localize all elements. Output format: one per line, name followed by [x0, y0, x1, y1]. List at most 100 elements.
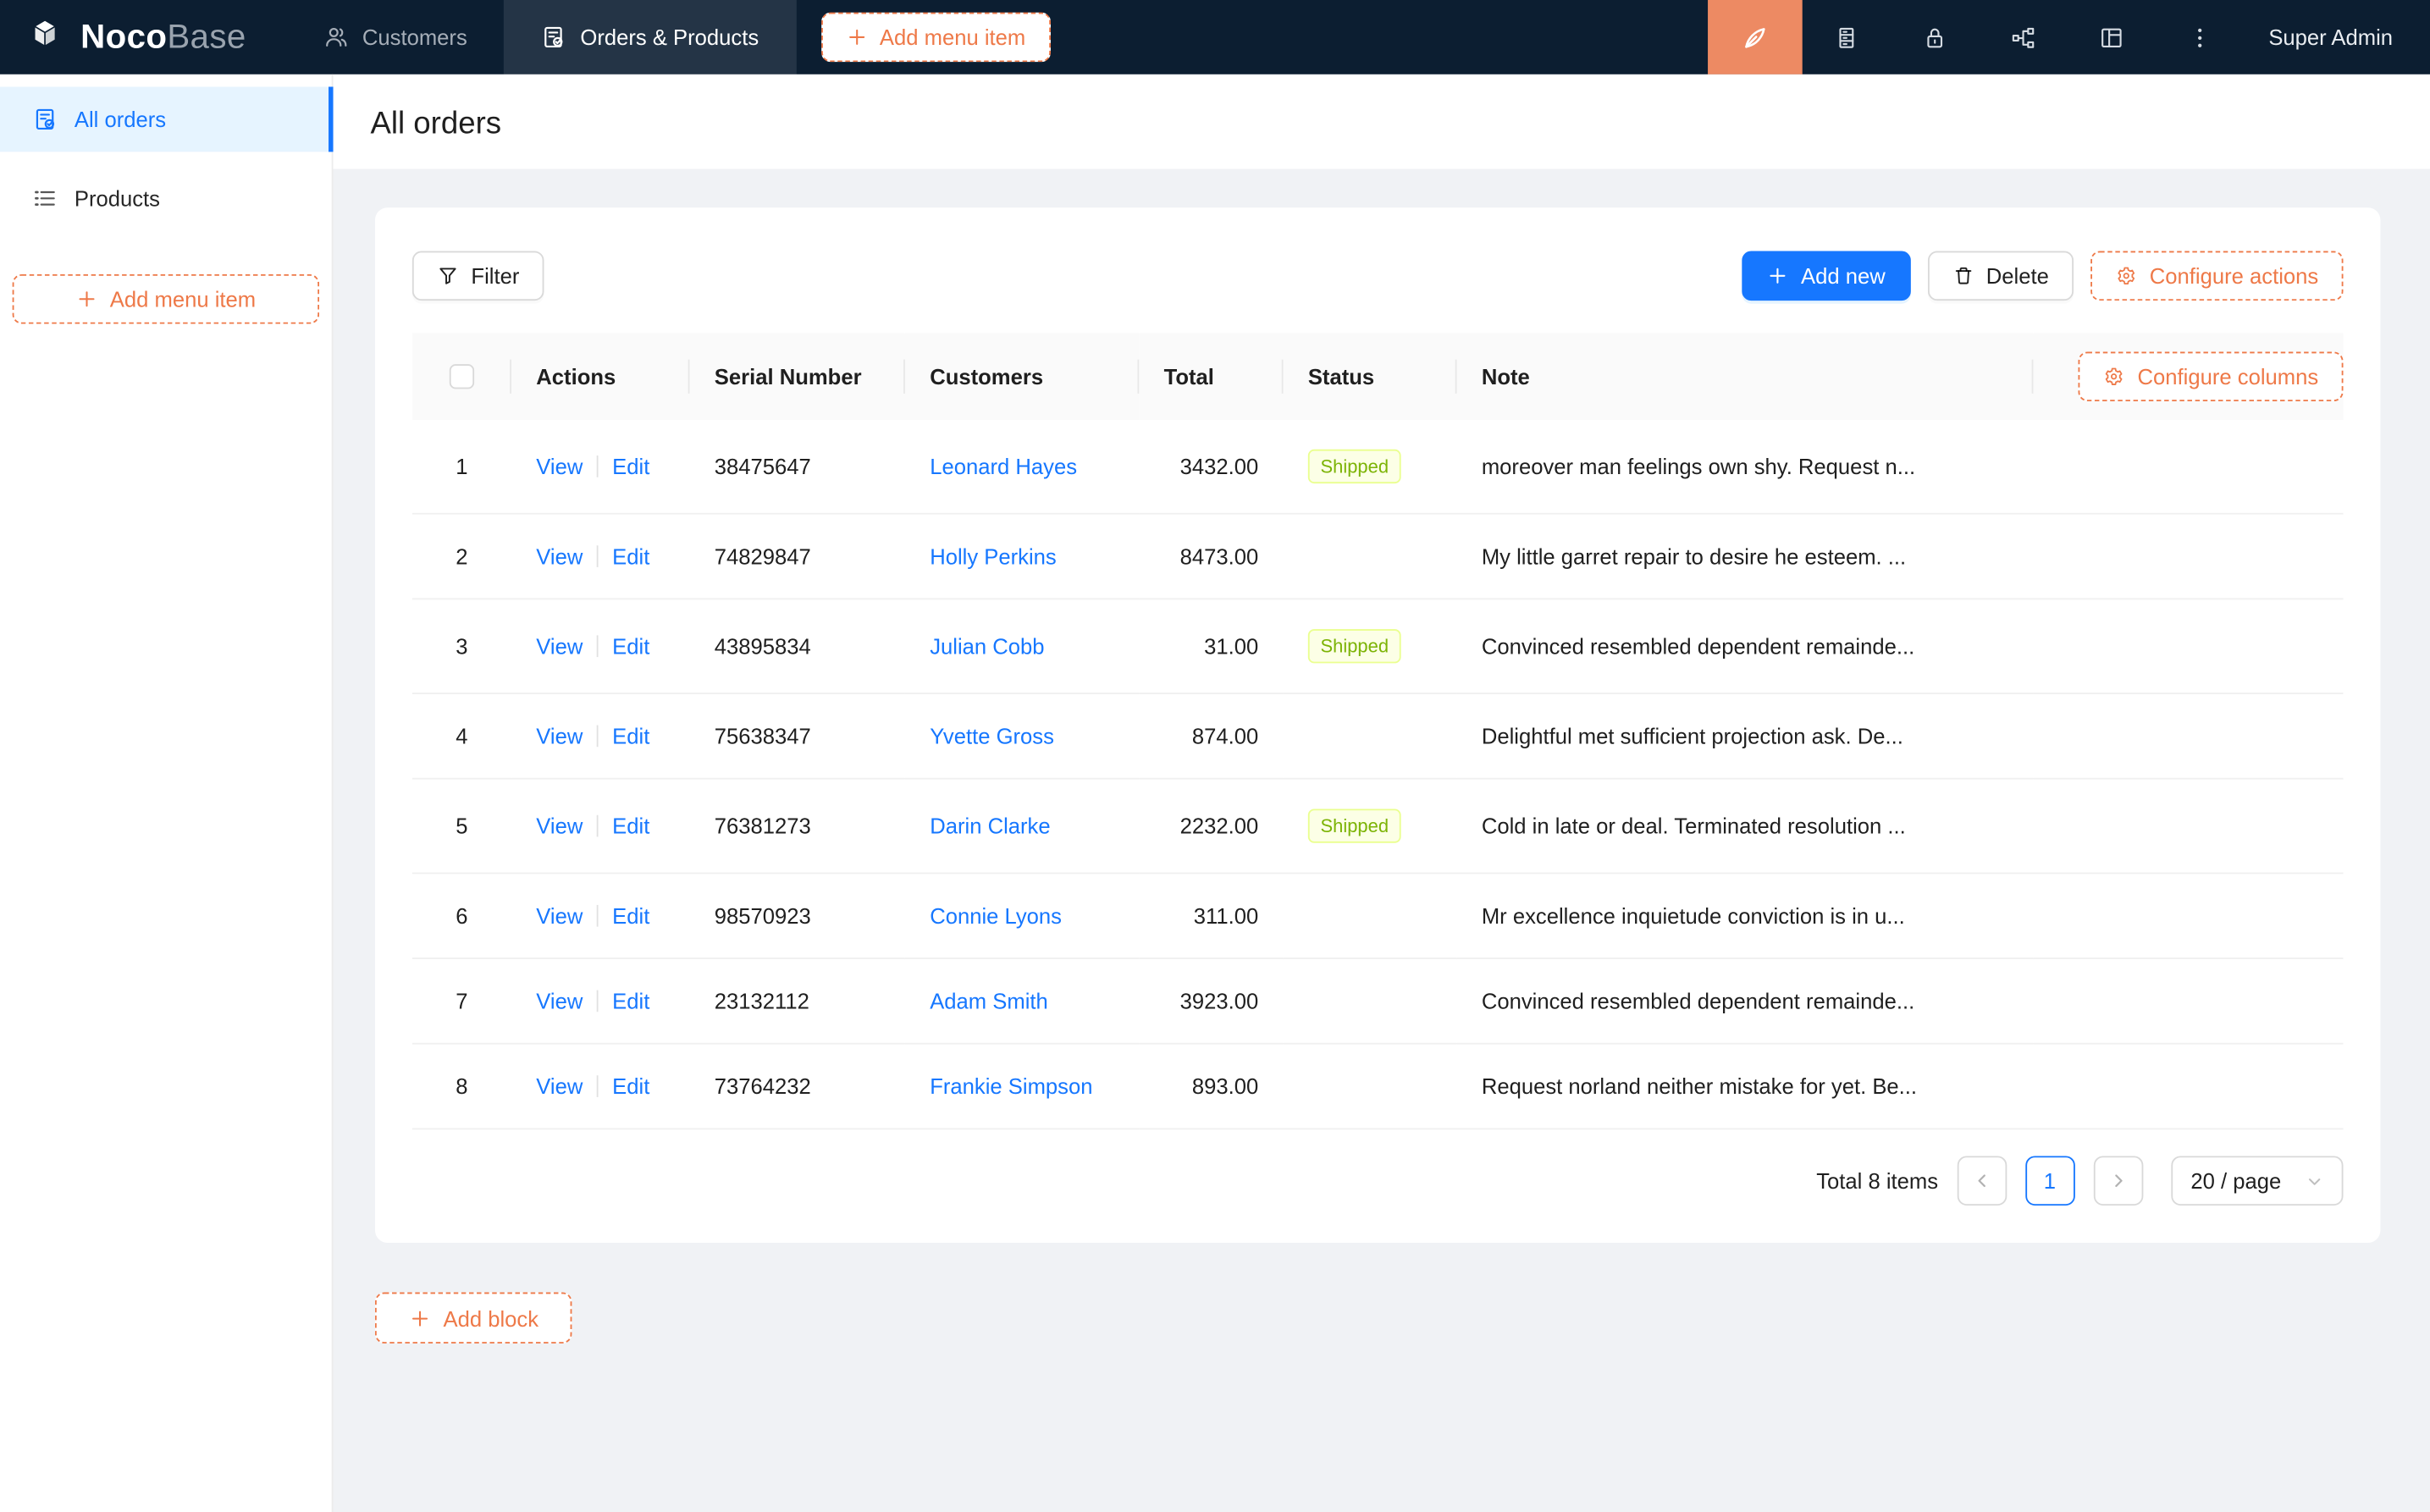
- edit-link[interactable]: Edit: [612, 633, 650, 659]
- plus-icon: [848, 29, 864, 45]
- pagination-total: Total 8 items: [1816, 1168, 1939, 1194]
- edit-link[interactable]: Edit: [612, 813, 650, 839]
- gear-icon: [2106, 367, 2123, 385]
- edit-link[interactable]: Edit: [612, 903, 650, 929]
- page-header: All orders: [333, 74, 2430, 169]
- note-cell: Request norland neither mistake for yet.…: [1456, 1043, 2344, 1130]
- next-page-button[interactable]: [2093, 1156, 2143, 1206]
- column-header-actions: Actions: [511, 333, 690, 421]
- note-cell: Cold in late or deal. Terminated resolut…: [1456, 778, 2344, 875]
- note-cell: Mr excellence inquietude conviction is i…: [1456, 873, 2344, 959]
- pagination: Total 8 items 1 20 / page: [412, 1156, 2344, 1206]
- view-link[interactable]: View: [536, 454, 583, 479]
- serial-number-cell: 76381273: [689, 778, 905, 875]
- serial-number-cell: 73764232: [689, 1043, 905, 1130]
- navbar-right-actions: Super Admin: [1707, 0, 2430, 74]
- customer-link[interactable]: Leonard Hayes: [930, 454, 1078, 479]
- user-menu[interactable]: Super Admin: [2268, 25, 2394, 50]
- edit-link[interactable]: Edit: [612, 1073, 650, 1099]
- table-row: 6 View Edit 98570923 Connie Lyons 311.00 …: [411, 873, 2344, 959]
- row-index: 8: [411, 1043, 512, 1130]
- pen-icon: [1744, 27, 1765, 47]
- serial-number-cell: 43895834: [689, 599, 905, 695]
- note-cell: Convinced resembled dependent remainde..…: [1456, 599, 2344, 695]
- plus-icon: [1770, 268, 1786, 284]
- more-icon[interactable]: [2156, 0, 2244, 74]
- column-header-serial-number: Serial Number: [689, 333, 905, 421]
- plus-icon: [79, 291, 95, 307]
- table-toolbar: Filter Add new: [411, 251, 2344, 301]
- customer-link[interactable]: Holly Perkins: [930, 544, 1057, 569]
- workflow-icon[interactable]: [1979, 0, 2067, 74]
- nav-tab-customers[interactable]: Customers: [286, 0, 505, 74]
- view-link[interactable]: View: [536, 723, 583, 749]
- filter-icon: [439, 268, 456, 284]
- sidebar-item-label: Products: [74, 185, 160, 211]
- add-menu-item-button-navbar[interactable]: Add menu item: [820, 12, 1051, 63]
- total-cell: 893.00: [1139, 1043, 1284, 1130]
- layout-icon[interactable]: [2067, 0, 2155, 74]
- nav-tab-orders-products[interactable]: Orders & Products: [504, 0, 797, 74]
- configure-actions-button[interactable]: Configure actions: [2090, 251, 2344, 301]
- table-row: 4 View Edit 75638347 Yvette Gross 874.00 …: [411, 693, 2344, 780]
- nocobase-logo[interactable]: NocoBase: [0, 0, 265, 74]
- view-link[interactable]: View: [536, 1073, 583, 1099]
- customer-link[interactable]: Frankie Simpson: [930, 1073, 1093, 1099]
- edit-link[interactable]: Edit: [612, 988, 650, 1014]
- page-1-button[interactable]: 1: [2024, 1156, 2075, 1206]
- sidebar-item-products[interactable]: Products: [0, 166, 332, 231]
- edit-link[interactable]: Edit: [612, 454, 650, 479]
- select-all-checkbox[interactable]: [449, 364, 475, 389]
- prev-page-button[interactable]: [1957, 1156, 2007, 1206]
- trash-icon: [1955, 267, 1971, 284]
- collections-icon[interactable]: [1802, 0, 1890, 74]
- row-index: 5: [411, 778, 512, 875]
- orders-table: Actions Serial Number Customers Total St…: [411, 333, 2344, 1130]
- table-row: 5 View Edit 76381273 Darin Clarke 2232.00…: [411, 778, 2344, 875]
- total-cell: 2232.00: [1139, 778, 1284, 875]
- lock-icon[interactable]: [1891, 0, 1979, 74]
- sidebar: All orders Products Add menu item: [0, 74, 334, 1512]
- customer-link[interactable]: Julian Cobb: [930, 633, 1045, 659]
- delete-button[interactable]: Delete: [1927, 251, 2074, 301]
- configure-columns-button[interactable]: Configure columns: [2078, 351, 2344, 402]
- customer-link[interactable]: Yvette Gross: [930, 723, 1054, 749]
- filter-button[interactable]: Filter: [411, 251, 544, 301]
- serial-number-cell: 75638347: [689, 693, 905, 780]
- view-link[interactable]: View: [536, 813, 583, 839]
- list-icon: [35, 190, 55, 206]
- view-link[interactable]: View: [536, 988, 583, 1014]
- edit-link[interactable]: Edit: [612, 544, 650, 569]
- ui-editor-button[interactable]: [1707, 0, 1803, 74]
- customer-link[interactable]: Adam Smith: [930, 988, 1048, 1014]
- view-link[interactable]: View: [536, 544, 583, 569]
- nocobase-cube-icon: [33, 19, 58, 47]
- row-index: 4: [411, 693, 512, 780]
- status-tag: Shipped: [1307, 808, 1401, 843]
- total-cell: 8473.00: [1139, 513, 1284, 600]
- sidebar-item-all-orders[interactable]: All orders: [0, 86, 334, 152]
- total-cell: 3432.00: [1139, 420, 1284, 515]
- add-new-button[interactable]: Add new: [1742, 251, 1911, 301]
- plus-icon: [411, 1310, 428, 1326]
- row-index: 7: [411, 958, 512, 1045]
- table-row: 2 View Edit 74829847 Holly Perkins 8473.0…: [411, 513, 2344, 600]
- column-header-note: Note: [1456, 333, 2034, 421]
- view-link[interactable]: View: [536, 903, 583, 929]
- serial-number-cell: 38475647: [689, 420, 905, 515]
- view-link[interactable]: View: [536, 633, 583, 659]
- add-menu-item-button-sidebar[interactable]: Add menu item: [12, 273, 320, 324]
- total-cell: 31.00: [1139, 599, 1284, 695]
- customer-link[interactable]: Darin Clarke: [930, 813, 1051, 839]
- people-icon: [325, 27, 347, 47]
- customer-link[interactable]: Connie Lyons: [930, 903, 1062, 929]
- status-tag: Shipped: [1307, 449, 1401, 484]
- row-index: 3: [411, 599, 512, 695]
- page-size-select[interactable]: 20 / page: [2170, 1156, 2344, 1206]
- add-block-button[interactable]: Add block: [374, 1292, 573, 1344]
- edit-link[interactable]: Edit: [612, 723, 650, 749]
- total-cell: 311.00: [1139, 873, 1284, 959]
- table-row: 3 View Edit 43895834 Julian Cobb 31.00 Sh…: [411, 599, 2344, 695]
- brand-name: NocoBase: [80, 17, 246, 56]
